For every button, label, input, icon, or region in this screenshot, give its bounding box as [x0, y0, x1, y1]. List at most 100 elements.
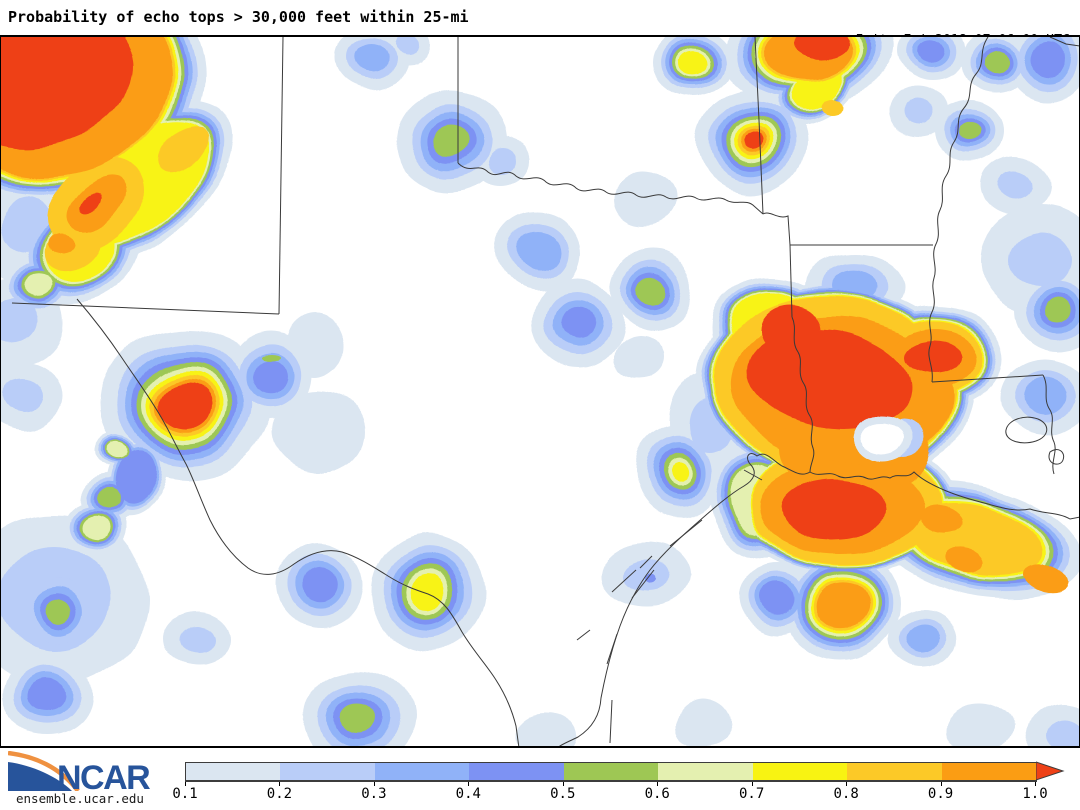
contour-band	[984, 50, 1010, 74]
contour-band	[97, 490, 119, 510]
colorbar-segment	[752, 763, 848, 780]
lake-pontchartrain	[1005, 416, 1048, 444]
swoosh-orange-arc	[8, 751, 80, 791]
corner-river	[1049, 37, 1079, 47]
contour-band	[1, 377, 43, 413]
contour-band	[562, 305, 594, 339]
contour-band	[862, 421, 906, 453]
contour-band	[355, 46, 389, 74]
contour-band	[160, 382, 212, 428]
contour-band	[818, 99, 842, 115]
ncar-logo-text: NCAR	[57, 759, 151, 797]
contour-band	[1022, 378, 1068, 418]
contour-band	[818, 581, 868, 629]
contour-band	[612, 173, 672, 227]
swoosh-blue-shape	[8, 762, 72, 791]
colorbar-tick	[279, 782, 281, 786]
galveston-spit	[743, 469, 763, 481]
site-url: ensemble.ucar.edu	[16, 791, 144, 806]
colorbar-tick	[562, 782, 564, 786]
colorbar-segment	[186, 763, 281, 780]
contour-band	[44, 599, 70, 625]
contour-band	[1045, 298, 1071, 322]
colorbar-labels: 0.1 0.2 0.3 0.4 0.5 0.6 0.7 0.8 0.9 1.0	[172, 786, 1047, 804]
colorbar-label: 0.2	[266, 786, 293, 802]
ncar-swoosh-icon	[8, 751, 80, 791]
contour-band	[486, 148, 514, 172]
rio-grande-river	[76, 298, 520, 746]
tx-ar-border	[762, 212, 791, 246]
ok-ar-border	[754, 37, 764, 215]
colorbar-label: 0.1	[172, 786, 198, 802]
contour-band	[1032, 43, 1064, 77]
probability-map	[1, 37, 1079, 746]
barrier-island-5	[639, 555, 653, 569]
contour-band	[272, 392, 364, 472]
contour-band	[743, 133, 761, 151]
contour-band	[1, 37, 134, 148]
state-borders	[11, 37, 1079, 746]
contour-band	[261, 353, 279, 359]
contour-band	[677, 698, 733, 746]
nm-tx-border	[278, 37, 284, 315]
colorbar-tick	[1035, 782, 1036, 786]
barrier-island-3	[606, 633, 618, 665]
contour-band	[612, 335, 664, 381]
contour-band	[285, 312, 345, 378]
colorbar-tick	[751, 782, 753, 786]
contour-band	[678, 50, 706, 74]
colorbar-tick	[657, 782, 659, 786]
colorbar-segment	[658, 763, 753, 780]
contour-band	[903, 99, 933, 125]
contour-band	[108, 443, 128, 461]
contour-band	[957, 123, 979, 141]
colorbar-tick	[373, 782, 375, 786]
sabine-river	[791, 316, 815, 473]
barrier-island-1	[669, 519, 703, 547]
contour-band	[157, 124, 209, 172]
contour-band	[1, 298, 40, 342]
contour-band	[1, 196, 49, 254]
colorbar-segment	[469, 763, 564, 780]
colorbar-label: 0.3	[361, 786, 387, 802]
barrier-island-6	[576, 629, 591, 641]
contour-band	[78, 190, 102, 212]
colorbar-label: 0.7	[739, 786, 765, 802]
contour-band	[908, 625, 942, 655]
colorbar-label: 0.5	[550, 786, 576, 802]
contour-band	[341, 703, 375, 733]
contour-band	[908, 339, 964, 373]
probability-contours	[1, 37, 1079, 746]
colorbar-segment	[847, 763, 942, 780]
barrier-island-2	[631, 569, 655, 599]
contour-band	[946, 702, 1014, 746]
lake-maurepas	[1048, 449, 1065, 465]
contour-band	[46, 237, 74, 257]
contour-band	[433, 125, 467, 155]
contour-band	[794, 37, 850, 57]
colorbar-segment	[563, 763, 659, 780]
contour-band	[410, 574, 444, 610]
colorbar-tick	[846, 782, 848, 786]
map-area	[0, 35, 1080, 748]
contour-band	[114, 450, 156, 506]
colorbar-label: 0.6	[644, 786, 670, 802]
colorbar-label: 0.8	[833, 786, 859, 802]
tx-la-border	[789, 244, 793, 318]
contour-band	[760, 305, 820, 355]
colorbar-ticks	[185, 782, 1037, 787]
la-coastline	[809, 471, 1079, 520]
contour-band	[179, 625, 211, 651]
header: Probability of echo tops > 30,000 feet w…	[0, 0, 1080, 93]
contour-band	[639, 273, 667, 303]
contour-band	[517, 232, 559, 272]
contour-band	[1021, 565, 1069, 595]
nm-south-border	[11, 302, 280, 315]
contour-band	[1010, 232, 1070, 288]
contour-band	[23, 275, 53, 297]
colorbar-label: 1.0	[1022, 786, 1048, 802]
contour-band	[918, 505, 962, 535]
contour-band	[519, 713, 575, 746]
contour-band	[945, 549, 985, 575]
contour-band	[30, 679, 66, 711]
